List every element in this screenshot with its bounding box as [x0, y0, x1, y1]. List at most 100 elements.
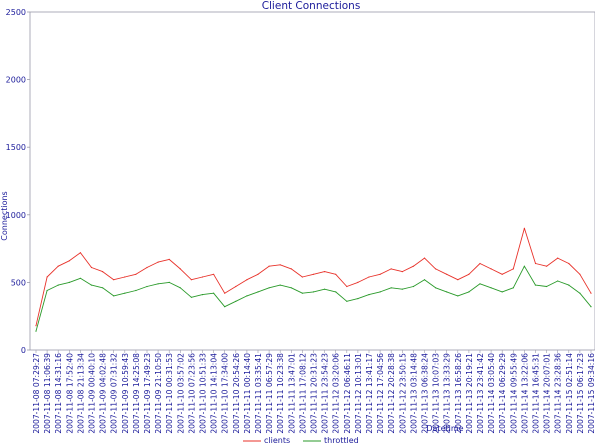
data-point-clients	[57, 265, 59, 267]
data-point-clients	[579, 273, 581, 275]
data-point-throttled	[290, 287, 292, 289]
data-point-throttled	[124, 292, 126, 294]
x-tick-label: 2007-11-14 06:29:29	[498, 353, 507, 434]
x-tick-label: 2007-11-11 03:35:41	[254, 353, 263, 434]
x-tick-label: 2007-11-11 00:14:40	[243, 353, 252, 434]
data-point-clients	[412, 265, 414, 267]
x-tick-label: 2007-11-15 02:51:14	[565, 353, 574, 434]
x-tick-label: 2007-11-11 13:47:01	[287, 353, 296, 434]
y-axis-ticks: 0 500 1000 1500 2000 2500	[6, 8, 30, 355]
x-tick-label: 2007-11-08 17:52:40	[65, 353, 74, 434]
x-tick-label: 2007-11-15 09:34:16	[587, 353, 595, 434]
data-point-clients	[46, 276, 48, 278]
data-point-clients	[190, 279, 192, 281]
data-point-clients	[534, 262, 537, 265]
data-point-throttled	[490, 287, 492, 289]
data-point-clients	[35, 325, 37, 327]
data-point-throttled	[90, 284, 93, 286]
data-point-throttled	[324, 288, 326, 290]
x-tick-label: 2007-11-09 14:25:08	[132, 353, 141, 434]
x-tick-label: 2007-11-09 04:02:48	[99, 353, 108, 434]
data-point-clients	[146, 266, 148, 269]
x-tick-label: 2007-11-12 13:41:17	[365, 353, 374, 434]
data-point-throttled	[368, 294, 370, 296]
x-tick-label: 2007-11-09 17:49:23	[143, 353, 152, 434]
data-point-throttled	[312, 291, 315, 293]
x-tick-label: 2007-11-14 16:45:31	[532, 353, 541, 434]
data-point-throttled	[235, 300, 237, 302]
data-point-throttled	[435, 287, 437, 289]
x-tick-label: 2007-11-13 10:07:03	[432, 353, 441, 434]
x-tick-label: 2007-11-12 17:04:56	[376, 353, 385, 434]
data-point-clients	[135, 273, 137, 275]
x-tick-label: 2007-11-08 07:29:27	[32, 353, 41, 434]
data-point-throttled	[135, 289, 137, 292]
data-point-clients	[301, 276, 303, 278]
x-tick-label: 2007-11-10 03:57:02	[176, 353, 185, 434]
x-tick-label: 2007-11-10 20:54:26	[232, 353, 241, 434]
data-point-throttled	[190, 296, 192, 298]
data-point-clients	[257, 273, 259, 275]
data-point-clients	[179, 268, 181, 270]
data-point-throttled	[346, 300, 348, 302]
data-point-clients	[168, 258, 170, 260]
x-tick-label: 2007-11-12 10:13:01	[354, 353, 363, 434]
data-point-throttled	[213, 292, 215, 294]
chart-title: Client Connections	[262, 0, 361, 12]
data-point-clients	[379, 273, 381, 275]
data-point-clients	[446, 273, 448, 275]
data-point-throttled	[401, 288, 403, 290]
data-point-clients	[346, 285, 348, 288]
x-tick-label: 2007-11-14 23:28:36	[554, 353, 563, 434]
data-point-clients	[68, 260, 70, 262]
data-point-throttled	[301, 292, 303, 294]
data-point-throttled	[390, 287, 392, 289]
data-point-throttled	[412, 285, 414, 288]
data-point-clients	[468, 273, 470, 275]
y-tick-label: 1000	[6, 211, 26, 220]
data-point-clients	[312, 273, 315, 275]
data-point-clients	[368, 276, 370, 278]
x-tick-label: 2007-11-10 17:34:00	[221, 353, 230, 434]
x-tick-label: 2007-11-08 14:31:16	[54, 353, 63, 434]
x-tick-label: 2007-11-15 06:17:23	[576, 353, 585, 434]
data-point-throttled	[68, 281, 70, 283]
data-point-throttled	[335, 291, 337, 293]
data-point-clients	[279, 264, 281, 266]
data-point-clients	[568, 262, 570, 265]
data-point-clients	[201, 276, 204, 278]
data-point-throttled	[534, 284, 537, 286]
x-tick-label: 2007-11-09 00:40:10	[88, 353, 97, 434]
data-point-clients	[546, 265, 548, 267]
data-point-clients	[457, 279, 459, 281]
data-point-clients	[501, 273, 503, 275]
x-tick-label: 2007-11-09 10:59:43	[121, 353, 130, 434]
data-point-clients	[490, 268, 492, 270]
y-tick-label: 0	[21, 346, 26, 355]
data-point-throttled	[246, 295, 248, 297]
data-point-clients	[246, 279, 248, 281]
x-tick-label: 2007-11-12 03:20:06	[332, 353, 341, 434]
data-point-throttled	[102, 287, 104, 289]
x-tick-label: 2007-11-08 11:06:39	[43, 353, 52, 434]
data-point-throttled	[557, 280, 559, 282]
data-point-throttled	[423, 279, 426, 281]
data-point-clients	[213, 273, 215, 275]
data-point-clients	[235, 285, 237, 288]
x-tick-label: 2007-11-14 09:55:49	[509, 353, 518, 434]
data-point-clients	[324, 271, 326, 273]
y-tick-label: 2500	[6, 8, 26, 17]
x-tick-label: 2007-11-11 17:08:12	[298, 353, 307, 434]
data-point-clients	[435, 268, 437, 270]
data-point-throttled	[568, 284, 570, 286]
data-point-throttled	[579, 292, 581, 294]
data-point-throttled	[201, 294, 204, 296]
data-point-throttled	[279, 284, 281, 286]
data-point-clients	[102, 271, 104, 273]
data-point-throttled	[224, 306, 226, 308]
legend-label-throttled: throttled	[324, 436, 359, 445]
x-tick-label: 2007-11-12 23:50:15	[398, 353, 407, 434]
data-point-throttled	[113, 295, 115, 297]
x-tick-label: 2007-11-10 10:51:33	[199, 353, 208, 434]
